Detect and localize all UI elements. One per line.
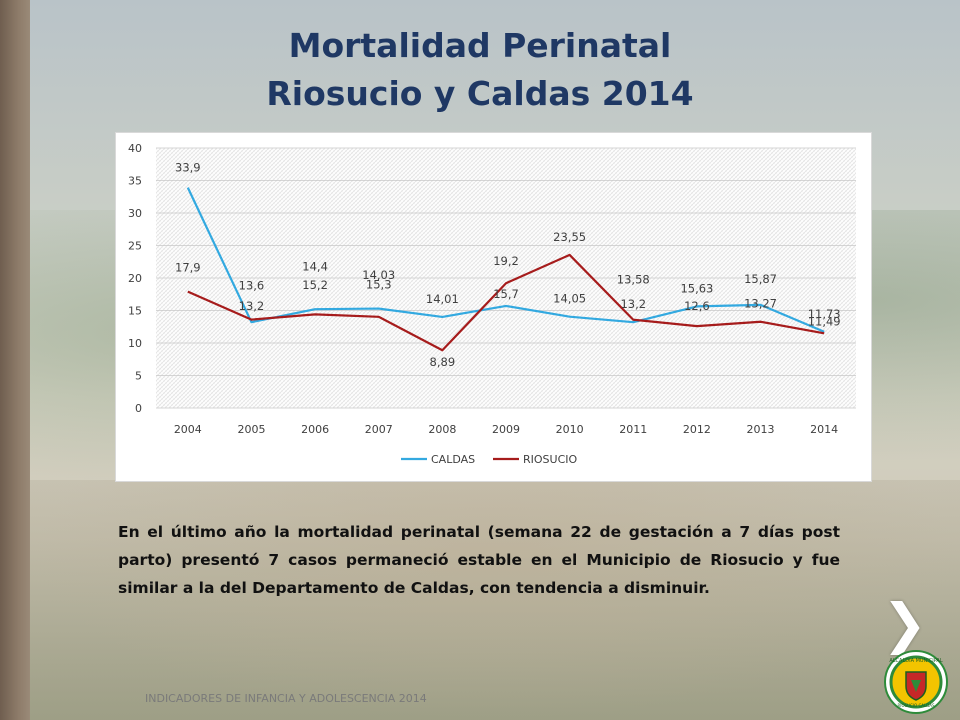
series-line-caldas (186, 187, 825, 333)
data-label-caldas: 15,63 (680, 281, 713, 295)
data-label-caldas: 15,7 (493, 287, 519, 301)
data-label-riosucio: 19,2 (493, 254, 519, 268)
series-line-riosucio (187, 253, 825, 352)
data-label-caldas: 14,01 (426, 292, 459, 306)
left-decorative-bar (0, 0, 30, 720)
data-label-riosucio: 11,49 (808, 314, 841, 328)
x-tick-label: 2008 (428, 423, 456, 436)
y-tick-label: 40 (128, 142, 142, 155)
y-tick-label: 35 (128, 175, 142, 188)
background-town (30, 480, 960, 720)
x-tick-label: 2006 (301, 423, 329, 436)
data-label-riosucio: 17,9 (175, 261, 201, 275)
data-label-caldas: 11,73 (808, 307, 841, 321)
title-line-2: Riosucio y Caldas 2014 (266, 74, 694, 113)
data-label-riosucio: 13,58 (617, 273, 650, 287)
x-tick-label: 2007 (365, 423, 393, 436)
description-text: En el último año la mortalidad perinatal… (118, 523, 840, 597)
legend-label: RIOSUCIO (523, 453, 578, 466)
data-label-caldas: 15,2 (302, 278, 328, 292)
y-tick-label: 20 (128, 272, 142, 285)
data-label-riosucio: 8,89 (430, 355, 456, 369)
data-label-caldas: 33,9 (175, 161, 201, 175)
slide-title: Mortalidad Perinatal Riosucio y Caldas 2… (150, 22, 810, 118)
data-label-caldas: 15,87 (744, 272, 777, 286)
next-slide-chevron-icon[interactable]: ❯ (882, 592, 928, 655)
municipal-seal-icon: ALCALDIA MUNICIPAL RIOSUCIO CALDAS (884, 650, 948, 714)
y-tick-label: 10 (128, 337, 142, 350)
data-label-riosucio: 13,27 (744, 297, 777, 311)
x-tick-label: 2004 (174, 423, 202, 436)
data-label-caldas: 14,05 (553, 292, 586, 306)
data-label-riosucio: 13,6 (239, 279, 265, 293)
y-tick-label: 30 (128, 207, 142, 220)
x-tick-label: 2011 (619, 423, 647, 436)
chart-container: 0 5 10 15 20 25 30 35 40 2004 2005 2006 2007 2008 200… (115, 132, 872, 482)
seal-text: ALCALDIA MUNICIPAL (889, 658, 943, 664)
x-tick-label: 2010 (556, 423, 584, 436)
y-tick-label: 15 (128, 305, 142, 318)
data-label-riosucio: 14,03 (362, 268, 395, 282)
x-tick-label: 2013 (747, 423, 775, 436)
data-label-caldas: 13,2 (620, 297, 646, 311)
y-tick-label: 25 (128, 240, 142, 253)
y-tick-label: 5 (135, 370, 142, 383)
y-tick-label: 0 (135, 402, 142, 415)
data-label-riosucio: 23,55 (553, 230, 586, 244)
data-label-riosucio: 12,6 (684, 299, 710, 313)
x-tick-label: 2009 (492, 423, 520, 436)
x-tick-label: 2014 (810, 423, 838, 436)
x-tick-label: 2005 (237, 423, 265, 436)
data-label-caldas: 13,2 (239, 299, 265, 313)
legend-label: CALDAS (431, 453, 475, 466)
footer-text: INDICADORES DE INFANCIA Y ADOLESCENCIA 2… (145, 692, 427, 705)
line-chart: 0 5 10 15 20 25 30 35 40 2004 2005 2006 2007 2008 200… (128, 142, 856, 466)
x-tick-label: 2012 (683, 423, 711, 436)
data-label-caldas: 15,3 (366, 278, 392, 292)
data-label-riosucio: 14,4 (302, 259, 328, 273)
seal-small-text: RIOSUCIO CALDAS (897, 703, 934, 708)
title-line-1: Mortalidad Perinatal (288, 26, 672, 65)
